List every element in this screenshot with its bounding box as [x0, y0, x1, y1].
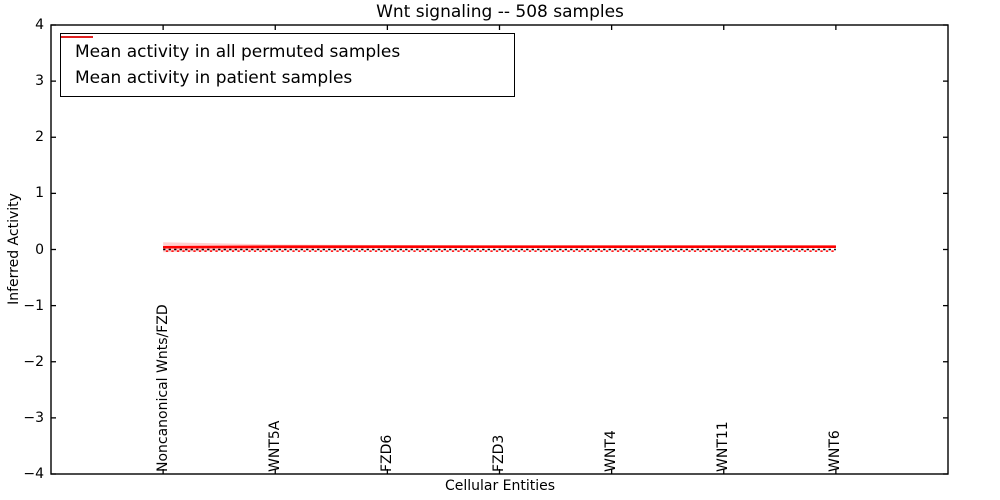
y-tick-label: −4 [23, 466, 44, 482]
y-tick-label: −3 [23, 409, 44, 426]
legend-label-patient: Mean activity in patient samples [75, 68, 353, 88]
x-tick-label: FZD3 [491, 434, 507, 472]
y-tick-label: 2 [35, 129, 44, 146]
x-tick-label: WNT5A [266, 420, 283, 472]
x-tick-label: WNT4 [603, 430, 620, 472]
legend-entry-patient: Mean activity in patient samples [61, 36, 514, 88]
x-tick-label: WNT11 [715, 421, 732, 472]
y-tick-label: −2 [23, 353, 44, 370]
chart-title: Wnt signaling -- 508 samples [376, 2, 624, 22]
y-tick-label: 4 [35, 17, 44, 33]
series-line-1 [163, 245, 836, 249]
x-tick-label: Noncanonical Wnts/FZD [154, 304, 171, 472]
y-tick-label: 1 [35, 185, 44, 202]
x-axis-label: Cellular Entities [444, 478, 556, 494]
legend-line-patient-icon [61, 36, 93, 38]
legend: Mean activity in all permuted samples Me… [60, 33, 515, 97]
x-tick-label: FZD6 [378, 434, 395, 472]
y-tick-label: 3 [35, 73, 44, 90]
legend-label-permuted: Mean activity in all permuted samples [75, 42, 401, 62]
x-tick-label: WNT6 [827, 430, 844, 472]
y-tick-label: −1 [23, 297, 44, 314]
legend-entry-permuted: Mean activity in all permuted samples [61, 36, 514, 62]
y-tick-label: 0 [35, 241, 44, 258]
